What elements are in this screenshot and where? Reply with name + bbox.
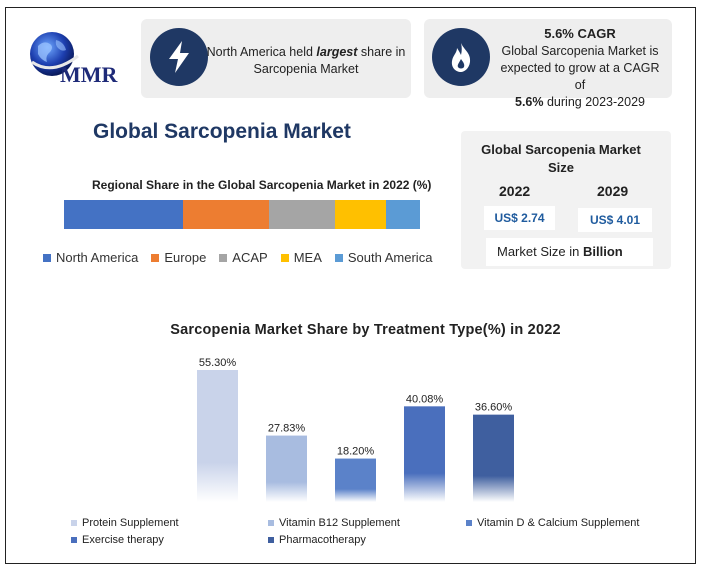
cagr-line1: Global Sarcopenia Market is [501,44,659,58]
legend-label: South America [347,250,433,265]
legend-label: Pharmacotherapy [279,534,366,546]
bar-value-label: 27.83% [268,423,306,435]
legend-label: Vitamin D & Calcium Supplement [477,517,640,529]
share-suffix: share in [357,45,406,59]
treatment-chart-title: Sarcopenia Market Share by Treatment Typ… [170,322,561,338]
globe-logo-icon [30,32,79,76]
legend-swatch [334,253,343,262]
legend-label: Vitamin B12 Supplement [279,517,400,529]
year-2029-label: 2029 [597,183,629,199]
treatment-legend-item: Vitamin D & Calcium Supplement [466,517,639,529]
treatment-legend-item: Vitamin B12 Supplement [268,517,400,529]
stack-segment-south-america [386,200,420,229]
legend-item: South America [334,250,433,265]
legend-item: MEA [280,250,322,265]
treatment-legend-item: Exercise therapy [71,534,164,546]
legend-label: MEA [293,250,322,265]
legend-swatch [268,537,274,543]
legend-item: North America [43,250,138,265]
legend-item: ACAP [219,250,268,265]
regional-chart-title: Regional Share in the Global Sarcopenia … [92,178,432,192]
lightning-icon [150,28,208,86]
treatment-legend-item: Protein Supplement [71,517,179,529]
legend-label: Protein Supplement [82,517,179,529]
cagr-line2: expected to grow at a CAGR of [500,61,660,92]
regional-stacked-bar [64,200,420,229]
legend-swatch [151,253,160,262]
bar-value-label: 36.60% [475,402,513,414]
legend-swatch [43,253,51,262]
legend-label: Exercise therapy [82,534,164,546]
bar-value-label: 40.08% [406,393,444,405]
cagr-line3-bold: 5.6% [515,95,544,109]
stack-segment-mea [334,200,387,229]
share-line2: Sarcopenia Market [253,62,359,76]
treatment-bar-chart: 55.30% 27.83% 18.20% 40.08% 36.60% [197,357,514,502]
legend-swatch [466,520,472,526]
legend-item: Europe [151,250,206,265]
share-card-text: North America held largest share in Sarc… [206,44,406,78]
unit-prefix: Market Size in [497,244,583,259]
cagr-line3-rest: during 2023-2029 [543,95,645,109]
market-size-title: Global Sarcopenia Market Size [481,142,641,175]
stack-segment-north-america [64,200,184,229]
unit-bold: Billion [582,244,623,259]
legend-swatch [219,253,228,262]
value-2022: US$ 2.74 [484,206,555,230]
legend-swatch [71,537,77,543]
legend-label: North America [56,250,139,265]
page-title: Global Sarcopenia Market [93,120,351,143]
logo-text: MMR [60,62,118,87]
treatment-legend-item: Pharmacotherapy [268,534,366,546]
legend-swatch [268,520,274,526]
bar-pharmacotherapy [473,414,514,502]
cagr-card-text: 5.6% CAGR Global Sarcopenia Market is ex… [494,25,666,111]
year-2022-label: 2022 [499,183,531,199]
value-2029: US$ 4.01 [578,208,652,232]
stack-segment-acap [268,200,335,229]
bar-value-label: 55.30% [199,357,237,369]
legend-label: Europe [164,250,207,265]
bar-value-label: 18.20% [337,446,375,458]
flame-icon [432,28,490,86]
legend-label: ACAP [232,250,268,265]
bar-exercise-therapy [404,406,445,502]
legend-swatch [280,253,289,262]
bar-vitamin-d-calcium-supplement [335,458,376,502]
market-size-unit: Market Size in Billion [486,238,653,266]
bar-protein-supplement [197,370,238,502]
legend-swatch [71,520,77,526]
stack-segment-europe [183,200,269,229]
share-emphasis: largest [316,45,358,59]
cagr-title: 5.6% CAGR [544,26,616,41]
regional-legend: North America Europe ACAP MEA South America [43,250,445,265]
share-prefix: North America held [206,45,317,59]
bar-vitamin-b12-supplement [266,435,307,502]
